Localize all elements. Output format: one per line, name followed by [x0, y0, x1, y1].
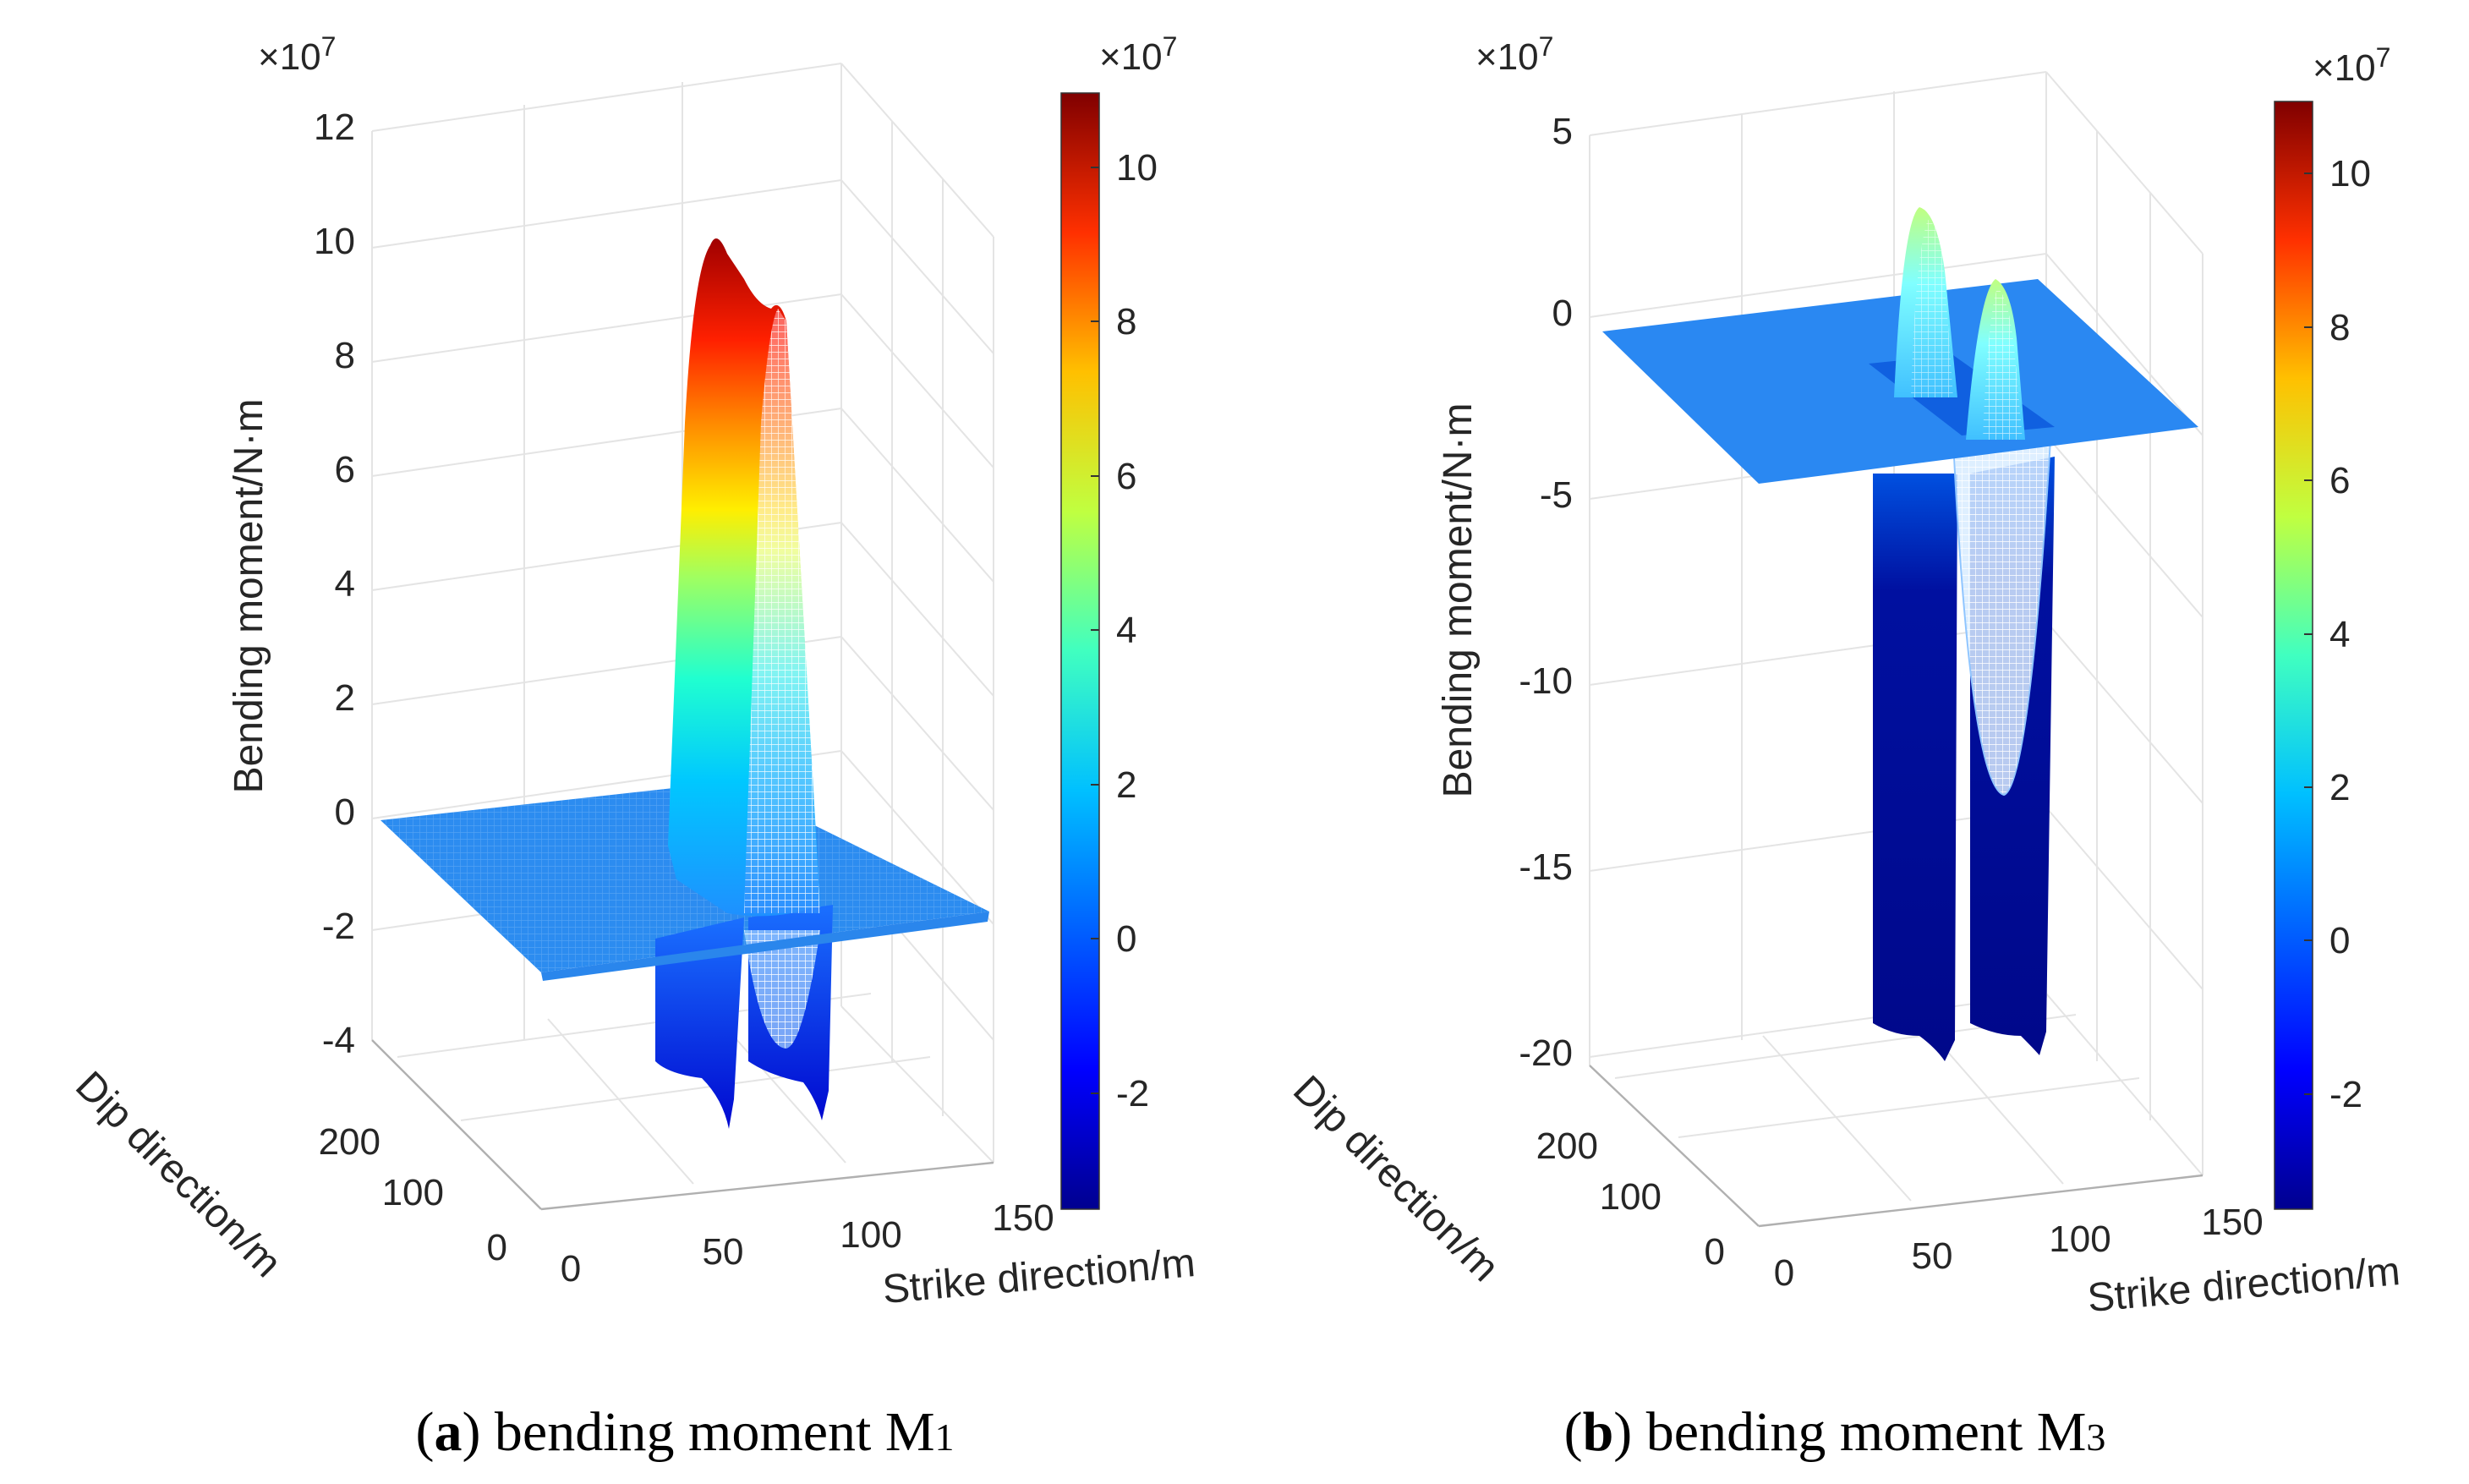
y-tick: 100 — [382, 1172, 444, 1213]
panel-b-trough-left — [1873, 474, 1957, 1061]
colorbar-tick: 0 — [1116, 918, 1136, 960]
x-tick: 50 — [703, 1231, 744, 1273]
x-tick: 50 — [1912, 1235, 1953, 1277]
panel-a-y-ticks: 200 100 0 — [319, 1121, 507, 1268]
panel-a-z-label: Bending moment/N·m — [227, 399, 271, 794]
panel-a-x-ticks: 0 50 100 150 — [561, 1197, 1054, 1290]
colorbar-tick: 4 — [2329, 614, 2350, 655]
panel-b-chart: 5 0 -5 -10 -15 -20 ×107 Bending moment/N… — [1284, 31, 2402, 1463]
panel-a-axes — [371, 1039, 994, 1211]
z-tick: 4 — [335, 563, 355, 605]
colorbar-tick: 4 — [1116, 610, 1136, 651]
colorbar-gradient — [1060, 92, 1100, 1210]
colorbar-tick: 2 — [1116, 764, 1136, 806]
panel-a-y-label: Dip direction/m — [67, 1063, 290, 1286]
z-multiplier: ×107 — [258, 31, 336, 78]
colorbar-tick: 10 — [2329, 153, 2371, 194]
colorbar-tick: 2 — [2329, 767, 2350, 808]
z-tick: -10 — [1519, 660, 1573, 702]
panel-b-z-label: Bending moment/N·m — [1436, 403, 1481, 798]
panel-a-caption: (a) bending moment M1 — [415, 1401, 954, 1463]
x-tick: 100 — [840, 1214, 901, 1256]
z-tick: 0 — [1552, 293, 1573, 334]
colorbar-gradient — [2274, 101, 2313, 1210]
colorbar-multiplier: ×107 — [2313, 42, 2390, 89]
z-tick: -4 — [322, 1020, 355, 1061]
colorbar-multiplier: ×107 — [1099, 31, 1177, 78]
x-tick: 150 — [2201, 1202, 2263, 1243]
panel-b-z-ticks: 5 0 -5 -10 -15 -20 — [1519, 111, 1573, 1074]
panel-a-chart: 12 10 8 6 4 2 0 -2 -4 ×107 Bending momen… — [67, 31, 1197, 1463]
z-tick: -5 — [1540, 474, 1573, 516]
y-tick: 100 — [1600, 1176, 1662, 1218]
z-tick: 2 — [335, 677, 355, 719]
z-tick: -2 — [322, 906, 355, 947]
panel-a-colorbar: ×107 10 8 6 4 2 0 -2 — [1060, 31, 1177, 1210]
y-tick: 0 — [1705, 1231, 1725, 1273]
panel-a-z-multiplier: ×107 — [258, 31, 336, 78]
z-tick: -20 — [1519, 1032, 1573, 1074]
panel-b-x-ticks: 0 50 100 150 — [1774, 1202, 2264, 1294]
z-tick: 8 — [335, 335, 355, 376]
z-tick: 12 — [314, 107, 355, 148]
z-tick: -15 — [1519, 846, 1573, 888]
x-tick: 100 — [2049, 1218, 2110, 1260]
z-tick: 0 — [335, 791, 355, 833]
panel-b-caption: (b) bending moment M3 — [1564, 1401, 2106, 1463]
panel-b-y-label: Dip direction/m — [1284, 1067, 1508, 1290]
panel-a-trough-left — [655, 917, 744, 1129]
y-tick: 200 — [319, 1121, 380, 1163]
colorbar-tick: 10 — [1116, 147, 1158, 189]
x-tick: 0 — [1774, 1252, 1794, 1294]
z-tick: 5 — [1552, 111, 1573, 152]
colorbar-tick: 0 — [2329, 920, 2350, 961]
x-tick: 150 — [992, 1197, 1054, 1239]
y-tick: 0 — [487, 1227, 507, 1268]
panel-b-y-ticks: 200 100 0 — [1536, 1125, 1725, 1273]
panel-b-z-multiplier: ×107 — [1475, 31, 1553, 78]
panel-b-colorbar: ×107 10 8 6 4 2 0 -2 — [2274, 42, 2390, 1210]
panel-a-x-label: Strike direction/m — [881, 1240, 1197, 1312]
panel-b-axes — [1589, 1065, 2203, 1228]
colorbar-tick: -2 — [1116, 1073, 1149, 1114]
colorbar-tick: 8 — [1116, 301, 1136, 342]
panel-b-x-label: Strike direction/m — [2086, 1249, 2402, 1321]
colorbar-tick: 6 — [2329, 460, 2350, 501]
colorbar-tick: -2 — [2329, 1074, 2362, 1115]
y-tick: 200 — [1536, 1125, 1598, 1167]
panel-a-z-ticks: 12 10 8 6 4 2 0 -2 -4 — [314, 107, 355, 1061]
x-tick: 0 — [561, 1248, 581, 1290]
z-tick: 6 — [335, 449, 355, 490]
colorbar-tick: 8 — [2329, 307, 2350, 348]
z-tick: 10 — [314, 221, 355, 262]
colorbar-tick: 6 — [1116, 456, 1136, 497]
